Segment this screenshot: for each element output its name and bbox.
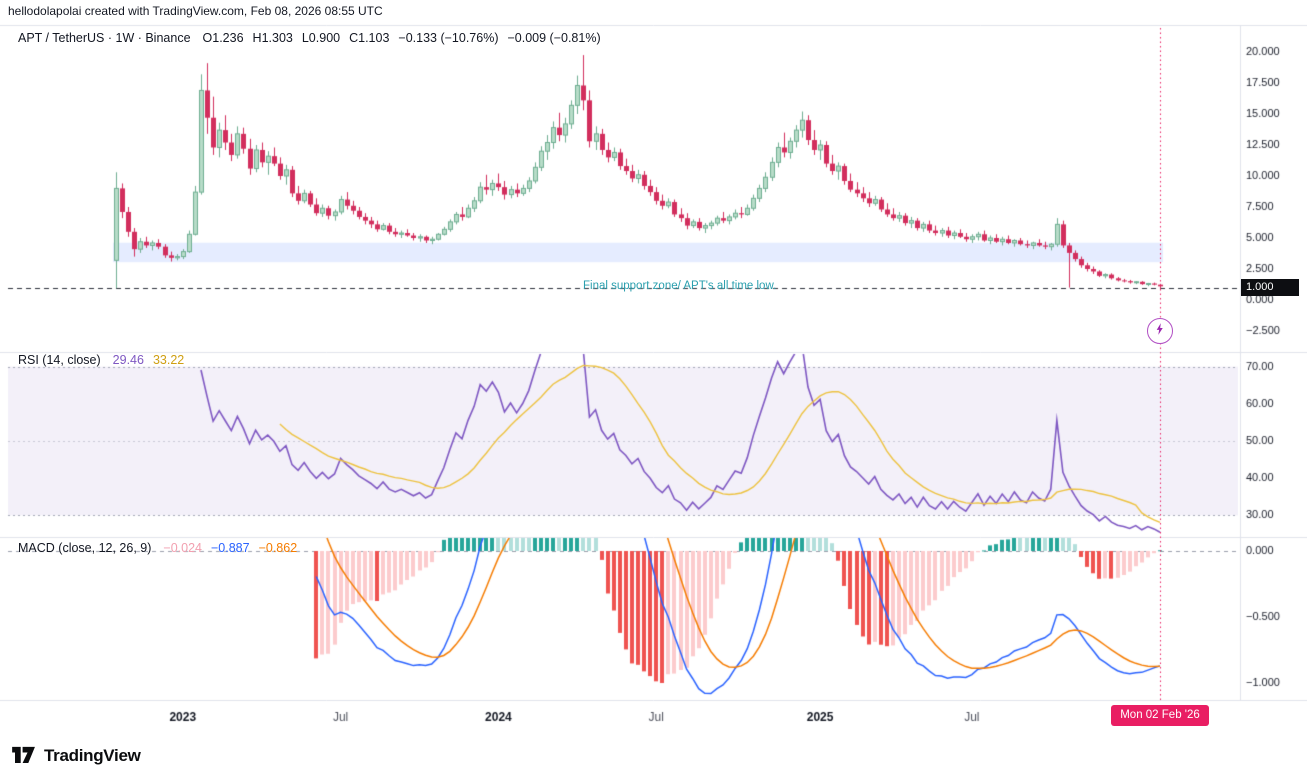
lightning-icon — [1153, 322, 1167, 341]
tradingview-logo[interactable]: TradingView — [12, 744, 141, 768]
symbol-title[interactable]: APT / TetherUS · 1W · Binance — [18, 31, 191, 45]
rsi-value: 29.46 — [112, 353, 144, 367]
macd-histogram-value: −0.024 — [163, 541, 202, 555]
rsi-legend: RSI (14, close) 29.46 33.22 — [18, 353, 193, 367]
lightning-button[interactable] — [1147, 318, 1173, 344]
ohlc-low: L0.900 — [301, 31, 341, 45]
rsi-ma-value: 33.22 — [152, 353, 185, 367]
tradingview-logo-icon — [12, 744, 37, 768]
ohlc-close: C1.103 — [349, 31, 390, 45]
tradingview-logo-text: TradingView — [44, 746, 141, 765]
current-date-badge: Mon 02 Feb '26 — [1111, 705, 1209, 726]
ohlc-high: H1.303 — [252, 31, 293, 45]
macd-line-value: −0.887 — [210, 541, 250, 555]
macd-legend-title[interactable]: MACD (close, 12, 26, 9) — [18, 541, 152, 555]
price-line-label: 1.000 — [1241, 279, 1299, 296]
attribution-text: hellodolapolai created with TradingView.… — [8, 4, 383, 18]
change-from-open: −0.009 (−0.81%) — [507, 31, 601, 45]
macd-legend: MACD (close, 12, 26, 9) −0.024 −0.887 −0… — [18, 541, 306, 555]
ohlc-open: O1.236 — [202, 31, 244, 45]
macd-signal-value: −0.862 — [258, 541, 298, 555]
rsi-legend-title[interactable]: RSI (14, close) — [18, 353, 101, 367]
price-legend: APT / TetherUS · 1W · Binance O1.236 H1.… — [18, 31, 610, 45]
support-zone-annotation: Final support zone/ APT's all time low. — [583, 280, 777, 292]
change-value: −0.133 (−10.76%) — [398, 31, 499, 45]
